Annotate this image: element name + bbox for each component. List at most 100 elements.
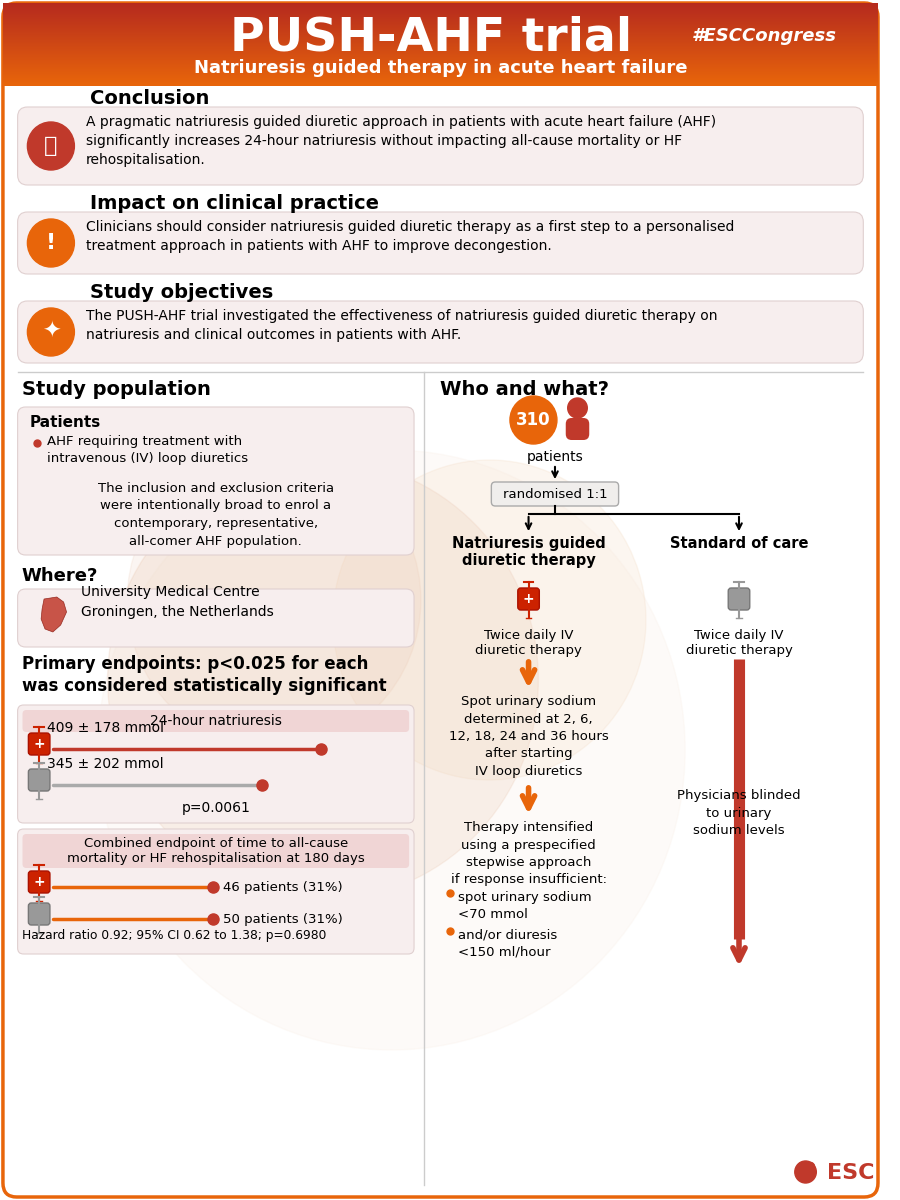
Bar [3,24,878,25]
FancyBboxPatch shape [29,769,50,791]
Text: +: + [33,875,45,889]
Bar [3,61,878,62]
Bar [3,48,878,49]
Bar [3,31,878,34]
Circle shape [27,308,75,356]
Circle shape [108,460,538,900]
Bar [3,49,878,50]
Bar [3,13,878,14]
Bar [3,26,878,28]
Bar [3,78,878,79]
Bar [3,4,878,5]
Text: The inclusion and exclusion criteria
were intentionally broad to enrol a
contemp: The inclusion and exclusion criteria wer… [98,482,334,547]
Text: Combined endpoint of time to all-cause
mortality or HF rehospitalisation at 180 : Combined endpoint of time to all-cause m… [67,838,364,865]
Bar [3,42,878,43]
Text: spot urinary sodium
<70 mmol: spot urinary sodium <70 mmol [458,890,591,920]
Text: 24-hour natriuresis: 24-hour natriuresis [150,714,282,728]
Bar [3,72,878,73]
Text: Patients: Patients [30,415,101,430]
Bar [3,36,878,37]
FancyBboxPatch shape [29,871,50,893]
Bar [3,35,878,36]
Text: p=0.0061: p=0.0061 [182,802,250,815]
Text: Study objectives: Study objectives [90,283,274,302]
Bar [3,6,878,7]
Bar [3,79,878,80]
Bar [3,62,878,64]
Bar [3,59,878,60]
Bar [3,6,878,7]
Bar [3,22,878,23]
Bar [3,18,878,19]
Bar [3,24,878,25]
Text: Where?: Where? [22,566,98,584]
Bar [3,67,878,68]
Bar [3,7,878,8]
Bar [3,43,878,44]
Bar [3,52,878,54]
Bar [3,50,878,52]
Bar [3,8,878,10]
Bar [3,47,878,48]
Bar [3,37,878,38]
Bar [3,14,878,16]
Bar [3,65,878,67]
Text: ✦: ✦ [41,322,60,342]
Text: Physicians blinded
to urinary
sodium levels: Physicians blinded to urinary sodium lev… [677,790,801,838]
Bar [3,38,878,40]
Text: A pragmatic natriuresis guided diuretic approach in patients with acute heart fa: A pragmatic natriuresis guided diuretic … [86,115,716,167]
Bar [3,67,878,70]
Text: ESC: ESC [827,1163,875,1183]
Bar [3,76,878,77]
Bar [3,53,878,54]
Text: Natriuresis guided
diuretic therapy: Natriuresis guided diuretic therapy [452,536,606,569]
FancyBboxPatch shape [18,407,414,554]
Circle shape [127,450,421,750]
Text: 345 ± 202 mmol: 345 ± 202 mmol [47,757,164,770]
Bar [3,80,878,83]
Bar [3,41,878,42]
Text: 46 patients (31%): 46 patients (31%) [223,881,343,894]
FancyBboxPatch shape [3,2,878,1198]
Text: Standard of care: Standard of care [670,536,808,551]
Bar [3,55,878,56]
Text: ♥: ♥ [795,1162,816,1186]
Bar [3,52,878,53]
FancyBboxPatch shape [491,482,618,506]
Bar [3,83,878,85]
Text: Twice daily IV
diuretic therapy: Twice daily IV diuretic therapy [686,629,792,658]
Bar [3,5,878,6]
Text: 50 patients (31%): 50 patients (31%) [223,912,343,925]
Text: 310: 310 [516,410,551,428]
Bar [3,73,878,74]
Bar [3,29,878,30]
Polygon shape [41,596,67,632]
Circle shape [510,396,557,444]
Bar [3,34,878,36]
Text: randomised 1:1: randomised 1:1 [503,487,608,500]
Bar [3,44,878,46]
Bar [3,34,878,35]
Text: Clinicians should consider natriuresis guided diuretic therapy as a first step t: Clinicians should consider natriuresis g… [86,220,734,253]
Bar [3,42,878,43]
Bar [3,56,878,58]
Bar [3,60,878,61]
Bar [3,64,878,65]
FancyBboxPatch shape [18,301,863,362]
Bar [3,18,878,20]
Bar [3,30,878,31]
Bar [3,2,878,5]
Bar [3,46,878,47]
Circle shape [98,450,685,1050]
Circle shape [333,460,646,780]
Text: The PUSH-AHF trial investigated the effectiveness of natriuresis guided diuretic: The PUSH-AHF trial investigated the effe… [86,308,717,342]
FancyBboxPatch shape [18,704,414,823]
Circle shape [568,398,588,418]
Bar [3,13,878,14]
Text: AHF requiring treatment with
intravenous (IV) loop diuretics: AHF requiring treatment with intravenous… [47,434,248,464]
FancyBboxPatch shape [518,588,539,610]
Text: Hazard ratio 0.92; 95% CI 0.62 to 1.38; p=0.6980: Hazard ratio 0.92; 95% CI 0.62 to 1.38; … [22,929,326,942]
Bar [3,73,878,74]
Text: 409 ± 178 mmol: 409 ± 178 mmol [47,721,164,734]
Bar [3,82,878,83]
